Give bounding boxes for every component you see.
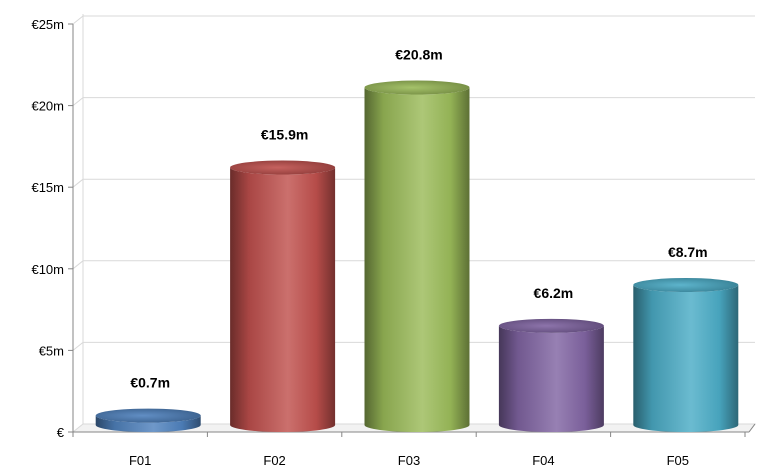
bar — [498, 318, 604, 432]
data-label: €20.8m — [395, 47, 442, 63]
bar-top — [633, 278, 739, 293]
labels: €0.7m €15.9m €20.8m €6.2m €8.7m — [130, 47, 707, 391]
y-tick-label: €10m — [31, 262, 64, 277]
bar-body — [230, 167, 336, 432]
axes: € €5m €10m €15m €20m €25m F01 F02 F03 F04 F05 — [31, 17, 756, 468]
y-tick-label: €25m — [31, 17, 64, 32]
x-tick-label: F04 — [532, 453, 554, 468]
gridline-side — [72, 260, 84, 270]
data-label: €8.7m — [668, 244, 708, 260]
x-tick-label: F02 — [263, 453, 285, 468]
data-label: €15.9m — [261, 127, 308, 143]
x-tick-label: F03 — [398, 453, 420, 468]
bar-body — [364, 87, 470, 432]
gridline-side — [72, 97, 84, 106]
y-tick-label: €20m — [31, 99, 64, 114]
bar-body — [633, 285, 739, 432]
bar-body — [95, 415, 201, 432]
bar — [633, 278, 739, 432]
x-tick-label: F01 — [129, 453, 151, 468]
bar-top — [95, 408, 201, 423]
bar-top — [364, 80, 470, 95]
y-tick-label: €5m — [39, 343, 64, 358]
data-label: €6.2m — [534, 285, 574, 301]
y-tick-label: €15m — [31, 180, 64, 195]
gridline-side — [72, 342, 84, 351]
y-tick-label: € — [57, 425, 65, 440]
bar — [230, 160, 336, 432]
bars — [95, 80, 739, 432]
bar-top — [230, 160, 336, 175]
bar-top — [498, 318, 604, 333]
bar — [95, 408, 201, 432]
gridline-side — [72, 178, 84, 188]
bar-body — [498, 325, 604, 432]
bar — [364, 80, 470, 432]
x-axis-depth — [748, 423, 756, 433]
data-label: €0.7m — [130, 375, 170, 391]
x-tick-label: F05 — [667, 453, 689, 468]
gridline-side — [72, 15, 84, 25]
